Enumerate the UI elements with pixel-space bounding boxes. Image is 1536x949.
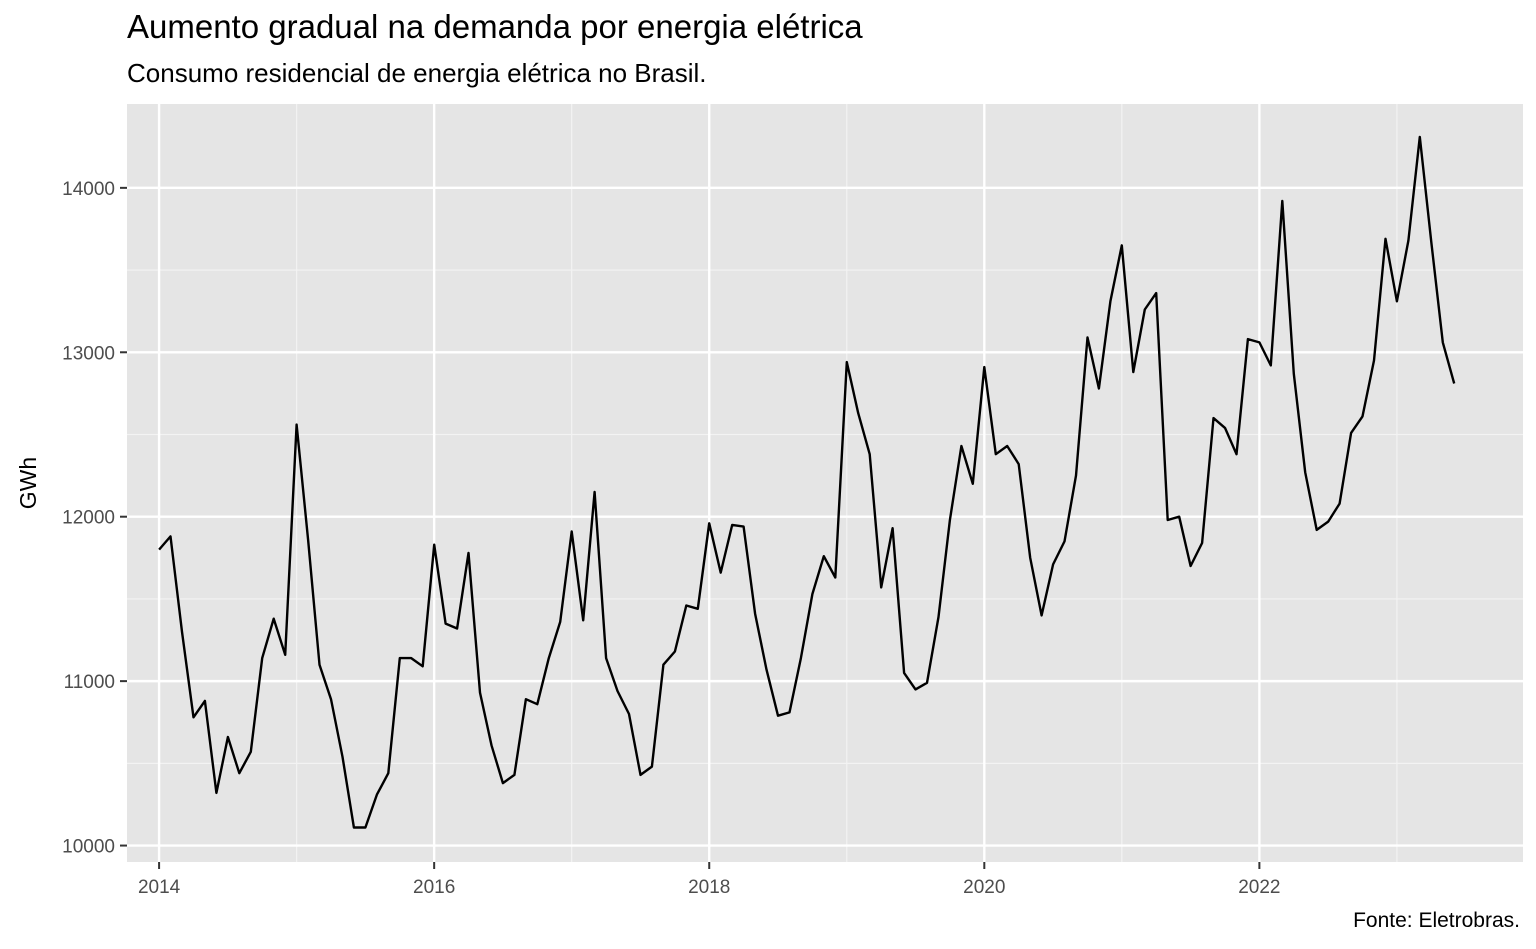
plot-panel [127,104,1523,862]
x-tick-label: 2018 [688,877,730,898]
y-tick-label: 14000 [62,179,115,200]
chart-caption: Fonte: Eletrobras. [1353,909,1520,932]
x-axis: 2014 2016 2018 2020 2022 [138,862,1281,898]
y-axis: 10000 11000 12000 13000 14000 [62,179,127,858]
x-tick-label: 2020 [963,877,1005,898]
chart-subtitle: Consumo residencial de energia elétrica … [127,58,707,88]
y-tick-label: 12000 [62,508,115,529]
x-tick-label: 2016 [413,877,455,898]
x-tick-label: 2022 [1238,877,1280,898]
series-line [158,135,1456,829]
series-group [158,135,1456,829]
minor-gridlines [127,104,1523,862]
y-tick-label: 11000 [64,672,115,693]
y-tick-label: 13000 [62,343,115,364]
y-tick-label: 10000 [62,837,115,858]
y-axis-label: GWh [15,457,41,509]
major-gridlines [127,104,1523,862]
x-tick-label: 2014 [138,877,181,898]
chart-title: Aumento gradual na demanda por energia e… [127,8,863,45]
